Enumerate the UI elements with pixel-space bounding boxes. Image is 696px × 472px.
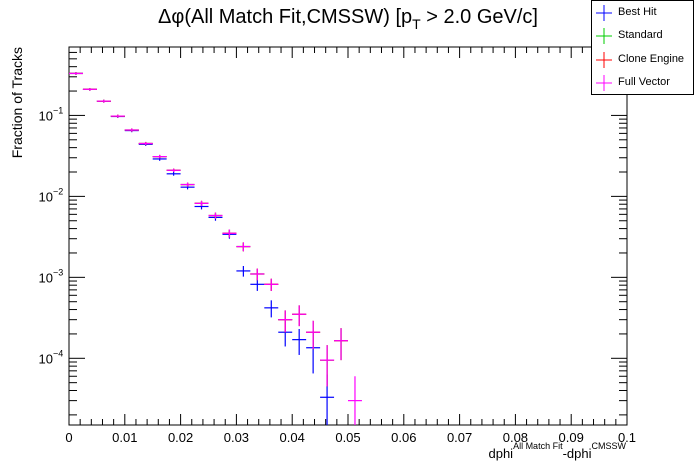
y-tick-label: 10−2 — [39, 186, 64, 204]
legend-marker-full-vector — [596, 75, 612, 91]
y-axis-ticks — [69, 51, 627, 416]
x-tick-label: 0.01 — [112, 430, 137, 445]
data-point — [180, 182, 195, 187]
x-tick-label: 0.04 — [280, 430, 305, 445]
legend-entry-best-hit: Best Hit — [592, 3, 693, 23]
data-point — [320, 345, 335, 387]
legend-entry-standard: Standard — [592, 26, 693, 46]
x-tick-label: 0.06 — [391, 430, 416, 445]
data-point — [264, 278, 279, 291]
x-tick-label: 0.09 — [559, 430, 584, 445]
chart-title: Δφ(All Match Fit,CMSSW) [pT > 2.0 GeV/c] — [158, 6, 538, 32]
series-full-vector — [69, 72, 362, 425]
data-point — [96, 99, 111, 103]
data-point — [166, 168, 181, 173]
legend-marker-best-hit — [596, 5, 612, 21]
x-axis-ticks — [68, 47, 628, 425]
y-axis-label: Fraction of Tracks — [9, 47, 25, 158]
x-tick-label: 0.07 — [447, 430, 472, 445]
data-point — [82, 88, 97, 91]
data-point — [138, 141, 153, 146]
legend-label: Standard — [618, 29, 663, 41]
title-subscript: T — [412, 16, 421, 32]
legend: Best Hit Standard Clone Engine Full Vect… — [591, 0, 694, 95]
plot-frame — [68, 46, 628, 426]
data-point — [250, 268, 265, 281]
data-point — [278, 310, 293, 333]
data-point — [236, 266, 251, 277]
x-tick-label: 0.08 — [503, 430, 528, 445]
data-point — [152, 154, 167, 159]
data-point — [110, 114, 125, 118]
data-point — [69, 72, 83, 75]
data-point — [264, 300, 279, 318]
y-tick-label: 10−1 — [39, 105, 64, 123]
x-axis-tick-labels: 0 0.01 0.02 0.03 0.04 0.05 0.06 0.07 0.08 0.09 0.1 — [65, 430, 636, 445]
x-tick-label: 0 — [65, 430, 72, 445]
data-point — [292, 329, 307, 355]
x-axis-label-sup2: CMSSW — [592, 441, 627, 451]
series-layer — [69, 72, 362, 425]
legend-marker-clone-engine — [596, 52, 612, 68]
series-best-hit — [69, 72, 335, 425]
data-point — [208, 212, 223, 219]
x-axis-label-sup1: All Match Fit — [513, 441, 563, 451]
data-point — [222, 229, 237, 238]
data-point — [348, 376, 362, 425]
legend-label: Full Vector — [618, 76, 670, 88]
x-tick-label: 0.02 — [168, 430, 193, 445]
legend-marker-standard — [596, 28, 612, 44]
data-point — [124, 128, 139, 132]
data-point — [166, 172, 181, 176]
y-axis-tick-labels: 10−1 10−2 10−3 10−4 — [39, 105, 64, 366]
data-point — [236, 242, 251, 252]
data-point — [194, 200, 209, 207]
x-tick-label: 0.03 — [224, 430, 249, 445]
legend-label: Best Hit — [618, 6, 657, 18]
legend-label: Clone Engine — [618, 53, 685, 65]
data-point — [334, 328, 348, 361]
legend-entry-full-vector: Full Vector — [592, 73, 693, 93]
y-tick-label: 10−4 — [39, 348, 64, 366]
legend-entry-clone-engine: Clone Engine — [592, 50, 693, 70]
data-point — [250, 278, 265, 291]
data-point — [306, 320, 321, 350]
y-tick-label: 10−3 — [39, 267, 64, 285]
data-point — [292, 305, 307, 327]
x-tick-label: 0.05 — [335, 430, 360, 445]
x-axis-label: dphiAll Match Fit-dphiCMSSW — [488, 441, 626, 461]
x-tick-label: 0.1 — [618, 430, 636, 445]
